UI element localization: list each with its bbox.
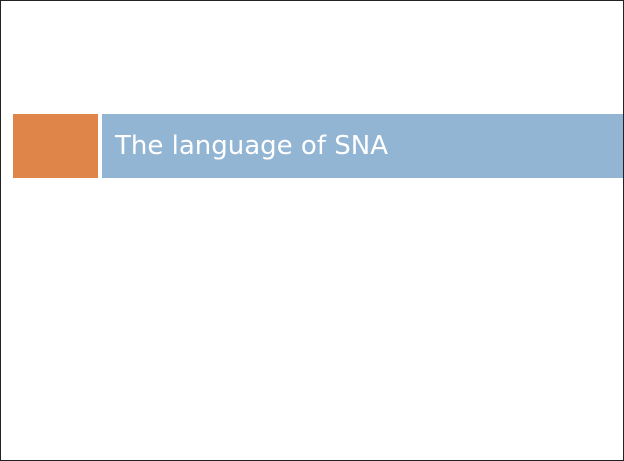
accent-block bbox=[13, 114, 98, 178]
title-band bbox=[102, 114, 623, 178]
slide-title: The language of SNA bbox=[115, 131, 388, 161]
